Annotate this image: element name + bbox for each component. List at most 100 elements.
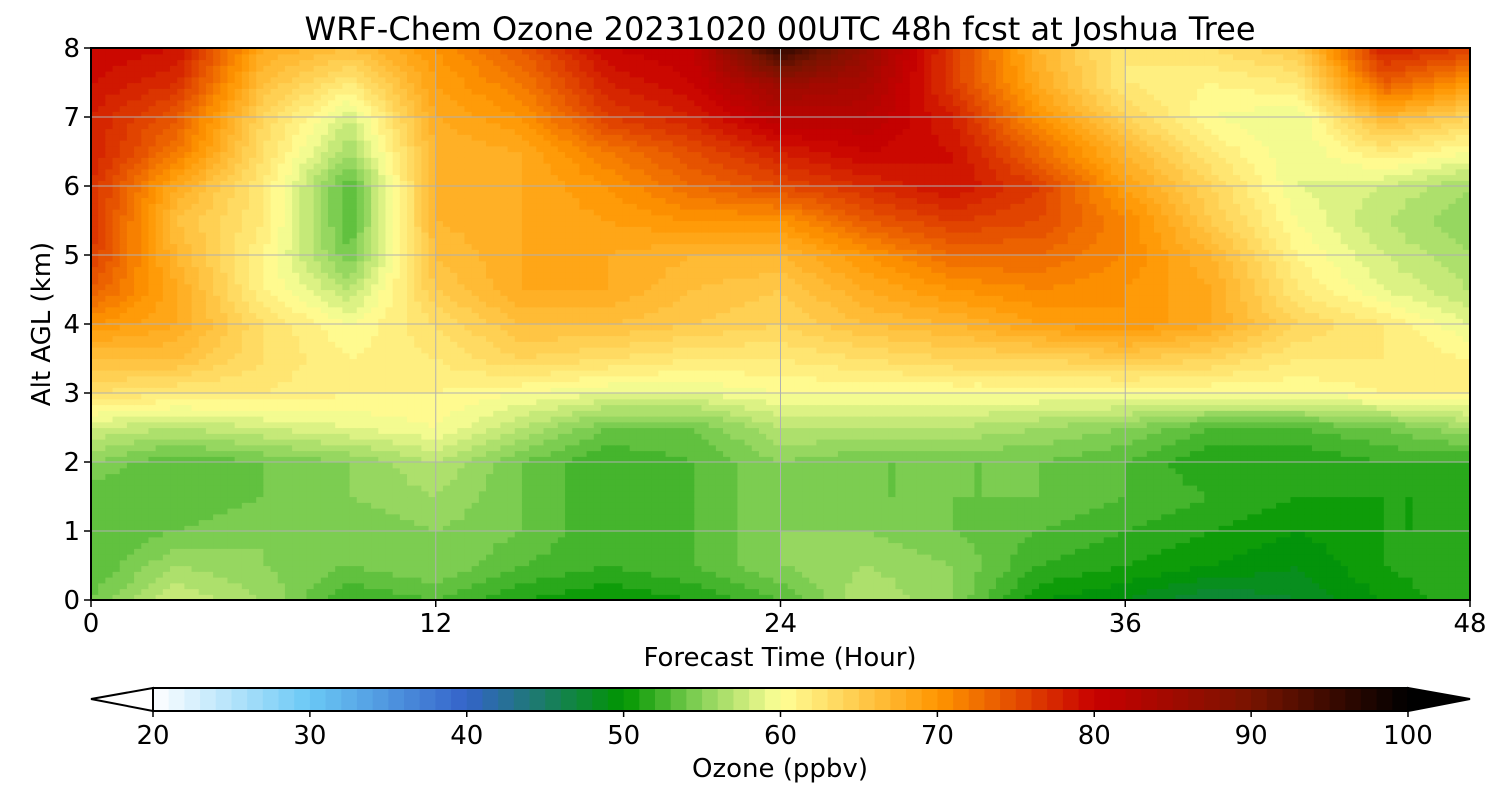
contour-cell <box>1297 559 1306 567</box>
contour-cell <box>1168 473 1177 480</box>
contour-cell <box>306 479 315 486</box>
contour-cell <box>924 490 932 498</box>
contour-cell <box>529 502 537 509</box>
contour-cell <box>651 554 659 561</box>
contour-cell <box>593 513 602 521</box>
contour-cell <box>162 508 171 515</box>
contour-cell <box>572 536 580 544</box>
contour-cell <box>902 559 911 567</box>
contour-cell <box>845 490 853 498</box>
contour-cell <box>600 542 609 549</box>
contour-cell <box>493 456 501 463</box>
contour-cell <box>1240 519 1248 526</box>
contour-cell <box>916 588 925 595</box>
contour-cell <box>148 525 157 532</box>
contour-cell <box>1283 456 1292 463</box>
contour-cell <box>565 502 573 509</box>
contour-cell <box>600 456 609 463</box>
contour-cell <box>521 519 530 526</box>
contour-cell <box>1441 571 1450 578</box>
contour-cell <box>751 450 760 457</box>
contour-cell <box>392 467 401 475</box>
contour-cell <box>306 485 315 492</box>
contour-cell <box>622 525 631 532</box>
contour-cell <box>270 531 279 538</box>
contour-cell <box>155 456 164 463</box>
contour-cell <box>1297 571 1306 578</box>
contour-cell <box>579 577 588 584</box>
contour-cell <box>873 473 882 480</box>
contour-cell <box>1132 565 1141 572</box>
contour-cell <box>1419 559 1428 567</box>
contour-cell <box>1369 588 1378 595</box>
contour-cell <box>1441 588 1450 595</box>
contour-cell <box>823 565 832 572</box>
contour-cell <box>284 462 293 469</box>
contour-cell <box>313 473 322 480</box>
contour-cell <box>1017 582 1026 590</box>
contour-cell <box>536 536 545 544</box>
contour-cell <box>536 508 545 515</box>
contour-cell <box>1362 594 1371 600</box>
contour-cell <box>1132 519 1141 526</box>
contour-cell <box>1031 450 1040 457</box>
contour-cell <box>1369 508 1378 515</box>
contour-cell <box>636 496 645 503</box>
contour-cell <box>866 502 875 509</box>
contour-cell <box>737 490 746 498</box>
contour-cell <box>1017 467 1026 475</box>
contour-cell <box>751 554 760 561</box>
contour-cell <box>629 531 638 538</box>
contour-cell <box>313 559 322 567</box>
contour-cell <box>931 588 940 595</box>
contour-cell <box>507 502 516 509</box>
contour-cell <box>1304 485 1313 492</box>
contour-cell <box>371 508 379 515</box>
contour-cell <box>543 502 552 509</box>
contour-cell <box>679 467 688 475</box>
contour-cell <box>830 565 839 572</box>
contour-cell <box>895 565 904 572</box>
contour-cell <box>141 485 150 492</box>
contour-cell <box>270 582 279 590</box>
contour-cell <box>220 513 229 521</box>
contour-cell <box>737 565 746 572</box>
contour-cell <box>924 582 932 590</box>
contour-cell <box>220 496 229 503</box>
contour-cell <box>356 577 365 584</box>
contour-cell <box>708 588 717 595</box>
contour-cell <box>1455 467 1464 475</box>
contour-cell <box>1419 571 1428 578</box>
contour-cell <box>651 508 659 515</box>
contour-cell <box>967 450 976 457</box>
contour-cell <box>148 479 157 486</box>
contour-cell <box>407 490 415 498</box>
contour-cell <box>493 565 501 572</box>
contour-cell <box>1232 467 1241 475</box>
contour-cell <box>665 594 674 600</box>
contour-cell <box>450 536 458 544</box>
contour-cell <box>91 479 99 486</box>
contour-cell <box>536 456 545 463</box>
contour-cell <box>1419 582 1428 590</box>
contour-cell <box>859 513 868 521</box>
contour-cell <box>766 519 774 526</box>
contour-cell <box>385 508 394 515</box>
contour-cell <box>658 502 667 509</box>
contour-cell <box>1003 542 1011 549</box>
contour-cell <box>780 577 789 584</box>
contour-cell <box>1355 559 1363 567</box>
contour-cell <box>751 571 760 578</box>
contour-cell <box>744 462 753 469</box>
contour-cell <box>845 559 853 567</box>
contour-cell <box>730 450 738 457</box>
contour-cell <box>1369 519 1378 526</box>
contour-cell <box>184 508 193 515</box>
contour-cell <box>988 473 997 480</box>
contour-cell <box>1412 577 1421 584</box>
contour-cell <box>1448 467 1457 475</box>
contour-cell <box>1074 485 1083 492</box>
contour-cell <box>1333 479 1342 486</box>
contour-cell <box>1376 554 1385 561</box>
contour-cell <box>1448 594 1457 600</box>
